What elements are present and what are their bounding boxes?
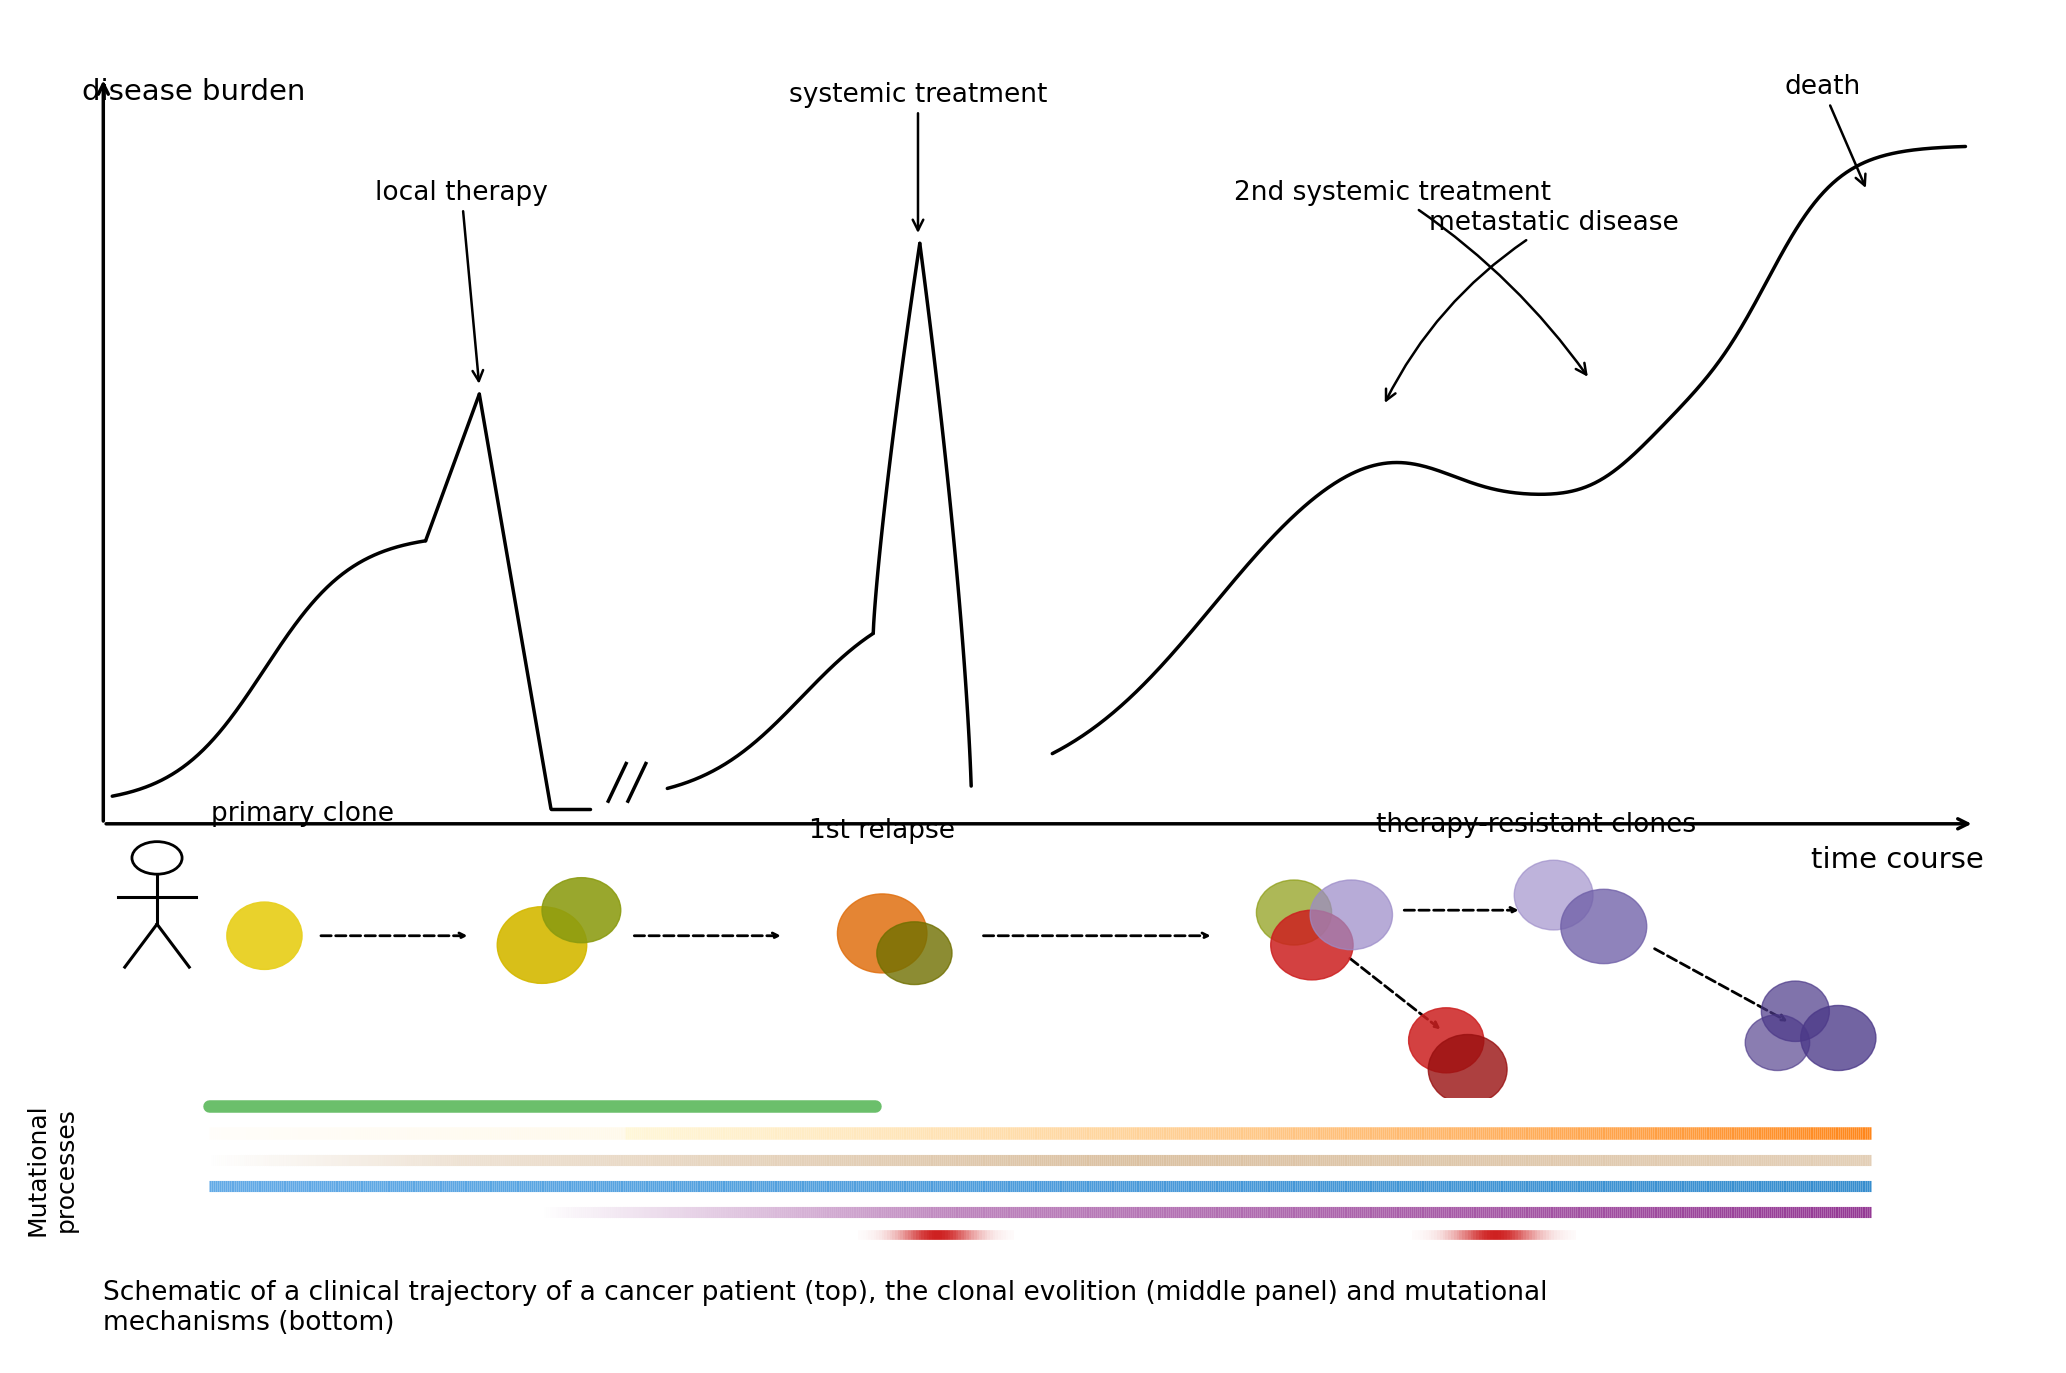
Ellipse shape [1514, 861, 1593, 930]
Ellipse shape [1409, 1008, 1483, 1072]
Text: time course: time course [1810, 846, 1983, 875]
Text: disease burden: disease burden [83, 77, 306, 106]
Ellipse shape [1802, 1005, 1876, 1071]
Text: 2nd systemic treatment: 2nd systemic treatment [1233, 180, 1587, 375]
Text: Schematic of a clinical trajectory of a cancer patient (top), the clonal evoliti: Schematic of a clinical trajectory of a … [103, 1280, 1547, 1336]
Ellipse shape [227, 902, 302, 969]
Ellipse shape [1428, 1034, 1506, 1104]
Text: therapy-resistant clones: therapy-resistant clones [1376, 813, 1696, 839]
Ellipse shape [541, 877, 620, 943]
Ellipse shape [1310, 880, 1392, 950]
Text: Mutational
processes: Mutational processes [25, 1104, 79, 1236]
Ellipse shape [1271, 910, 1353, 980]
Text: systemic treatment: systemic treatment [789, 81, 1047, 231]
Ellipse shape [837, 894, 928, 973]
Ellipse shape [1256, 880, 1333, 945]
Ellipse shape [1746, 1015, 1810, 1071]
Ellipse shape [876, 921, 952, 984]
Ellipse shape [498, 906, 587, 983]
Ellipse shape [1762, 982, 1828, 1042]
Text: 1st relapse: 1st relapse [810, 818, 954, 844]
Text: metastatic disease: metastatic disease [1386, 210, 1678, 401]
Text: local therapy: local therapy [374, 180, 547, 382]
Text: primary clone: primary clone [211, 800, 395, 827]
Text: death: death [1785, 74, 1866, 185]
Ellipse shape [1560, 890, 1647, 964]
